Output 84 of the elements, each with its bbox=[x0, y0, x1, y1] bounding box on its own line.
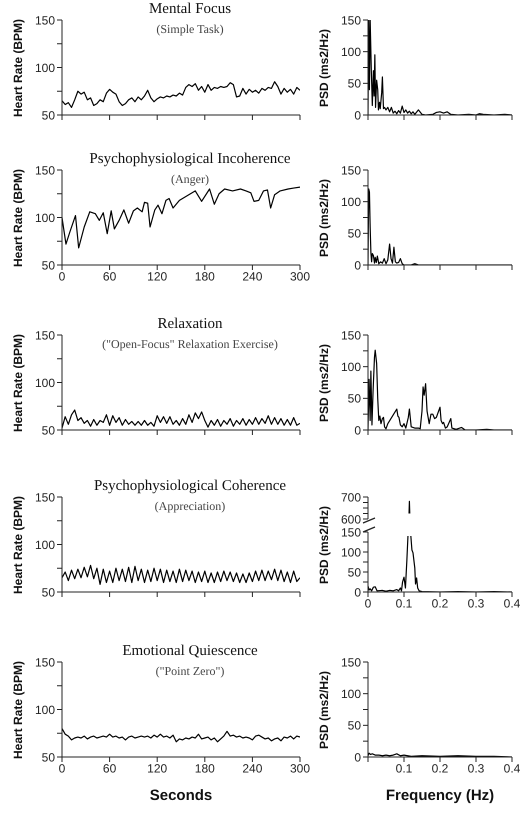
y-axis-title: Heart Rate (BPM) bbox=[11, 660, 25, 759]
y-tick-label: 50 bbox=[42, 258, 56, 272]
x-axis-title: Frequency (Hz) bbox=[384, 787, 496, 805]
x-tick-label: 300 bbox=[290, 270, 310, 284]
x-tick-label: 0.2 bbox=[432, 762, 449, 776]
y-axis-title: Heart Rate (BPM) bbox=[11, 333, 25, 432]
line-series bbox=[62, 186, 300, 248]
y-tick-label: 50 bbox=[348, 718, 362, 733]
y-tick-label: 50 bbox=[348, 565, 362, 580]
chart-title: Psychophysiological Incoherence bbox=[88, 150, 292, 168]
y-tick-label: 150 bbox=[34, 490, 56, 504]
x-tick-label: 0 bbox=[58, 270, 66, 284]
y-axis-title: PSD (ms2/Hz) bbox=[317, 28, 331, 107]
y-tick-label: 100 bbox=[340, 194, 362, 209]
x-tick-label: 0.2 bbox=[432, 596, 449, 611]
chart-title: Relaxation bbox=[156, 315, 224, 333]
y-tick-label: 150 bbox=[34, 328, 56, 342]
y-tick-label: 100 bbox=[34, 60, 56, 75]
chart-subtitle: (Simple Task) bbox=[155, 22, 225, 36]
y-tick-label: 600 bbox=[340, 512, 362, 526]
y-axis-title: Heart Rate (BPM) bbox=[11, 18, 25, 117]
x-tick-label: 0.1 bbox=[396, 596, 413, 611]
y-tick-label: 50 bbox=[348, 392, 362, 406]
x-tick-label: 240 bbox=[242, 270, 263, 284]
x-tick-label: 0.3 bbox=[468, 596, 485, 611]
y-axis-title: PSD (ms2/Hz) bbox=[317, 343, 331, 422]
x-tick-label: 60 bbox=[102, 270, 117, 284]
y-tick-label: 0 bbox=[354, 108, 362, 122]
y-tick-label: 150 bbox=[340, 163, 362, 178]
x-tick-label: 60 bbox=[102, 762, 117, 776]
y-axis-title: PSD (ms2/Hz) bbox=[317, 670, 331, 749]
y-tick-label: 100 bbox=[340, 360, 362, 374]
y-tick-label: 150 bbox=[340, 525, 362, 540]
chart-subtitle: (Anger) bbox=[170, 172, 210, 186]
x-axis-title: Seconds bbox=[148, 787, 214, 805]
chart-subtitle: ("Open-Focus" Relaxation Exercise) bbox=[101, 337, 279, 351]
chart-title: Psychophysiological Coherence bbox=[92, 477, 288, 495]
y-tick-label: 150 bbox=[340, 328, 362, 342]
x-tick-label: 120 bbox=[147, 762, 168, 776]
y-tick-label: 50 bbox=[348, 226, 362, 241]
y-tick-label: 50 bbox=[42, 750, 56, 764]
y-tick-label: 700 bbox=[340, 490, 362, 504]
y-tick-label: 100 bbox=[34, 210, 56, 225]
y-tick-label: 100 bbox=[340, 686, 362, 701]
chart-subtitle: ("Point Zero") bbox=[154, 664, 226, 678]
y-tick-label: 150 bbox=[34, 163, 56, 178]
y-axis-title: PSD (ms2/Hz) bbox=[317, 178, 331, 257]
y-tick-label: 150 bbox=[340, 13, 362, 28]
x-tick-label: 0.3 bbox=[468, 762, 485, 776]
y-tick-label: 100 bbox=[340, 545, 362, 560]
y-tick-label: 100 bbox=[34, 702, 56, 717]
line-series bbox=[62, 81, 300, 108]
y-axis-title: Heart Rate (BPM) bbox=[11, 495, 25, 594]
x-tick-label: 0.4 bbox=[504, 762, 521, 776]
chart-title: Emotional Quiescence bbox=[121, 642, 259, 660]
y-tick-label: 100 bbox=[34, 376, 56, 390]
y-tick-label: 100 bbox=[340, 44, 362, 59]
y-tick-label: 100 bbox=[34, 538, 56, 552]
y-tick-label: 0 bbox=[354, 258, 362, 272]
x-tick-label: 0 bbox=[364, 596, 372, 611]
x-tick-label: 0 bbox=[58, 762, 66, 776]
y-axis-title: PSD (ms2/Hz) bbox=[317, 506, 331, 584]
x-tick-label: 0.1 bbox=[396, 762, 413, 776]
y-tick-label: 150 bbox=[340, 655, 362, 670]
x-tick-label: 120 bbox=[147, 270, 168, 284]
line-series bbox=[62, 728, 300, 742]
x-tick-label: 180 bbox=[194, 270, 216, 284]
chart-title: Mental Focus bbox=[148, 0, 232, 18]
y-tick-label: 150 bbox=[34, 655, 56, 670]
y-tick-label: 0 bbox=[354, 750, 362, 764]
y-tick-label: 50 bbox=[42, 585, 56, 600]
y-tick-label: 0 bbox=[354, 585, 362, 600]
y-axis-title: Heart Rate (BPM) bbox=[11, 168, 25, 267]
chart-subtitle: (Appreciation) bbox=[154, 499, 226, 513]
x-tick-label: 180 bbox=[194, 762, 216, 776]
y-tick-label: 50 bbox=[42, 108, 56, 122]
y-tick-label: 0 bbox=[354, 423, 362, 438]
y-tick-label: 50 bbox=[42, 423, 56, 438]
y-tick-label: 150 bbox=[34, 13, 56, 28]
line-series bbox=[62, 564, 300, 585]
x-tick-label: 240 bbox=[242, 762, 263, 776]
x-tick-label: 0.4 bbox=[504, 596, 521, 611]
x-tick-label: 300 bbox=[290, 762, 310, 776]
y-tick-label: 50 bbox=[348, 76, 362, 91]
